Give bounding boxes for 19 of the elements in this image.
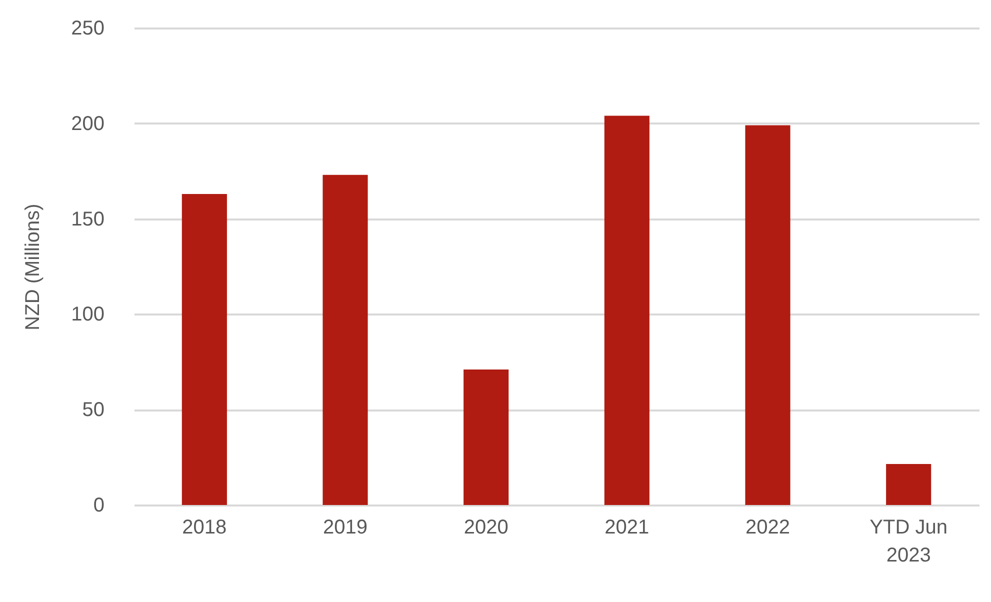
x-tick-label: 2019: [323, 516, 368, 538]
y-axis-title: NZD (Millions): [22, 204, 44, 330]
x-tick-label: 2018: [182, 516, 227, 538]
y-tick-label: 50: [82, 399, 104, 422]
y-tick-label: 100: [71, 304, 104, 326]
x-tick-label: YTD Jun 2023: [870, 516, 948, 566]
bar: [745, 125, 790, 505]
bar: [322, 174, 368, 505]
x-tick-label: 2022: [746, 516, 790, 538]
x-tick-label: 2021: [604, 516, 650, 538]
bar: [464, 370, 509, 505]
bar: [886, 464, 932, 505]
y-tick-label: 250: [71, 18, 104, 40]
y-tick-label: 150: [71, 208, 104, 230]
y-tick-label: 200: [71, 112, 104, 135]
bar: [182, 194, 227, 505]
bar: [604, 116, 650, 505]
y-tick-label: 0: [93, 494, 104, 516]
x-tick-label: 2020: [464, 516, 508, 538]
